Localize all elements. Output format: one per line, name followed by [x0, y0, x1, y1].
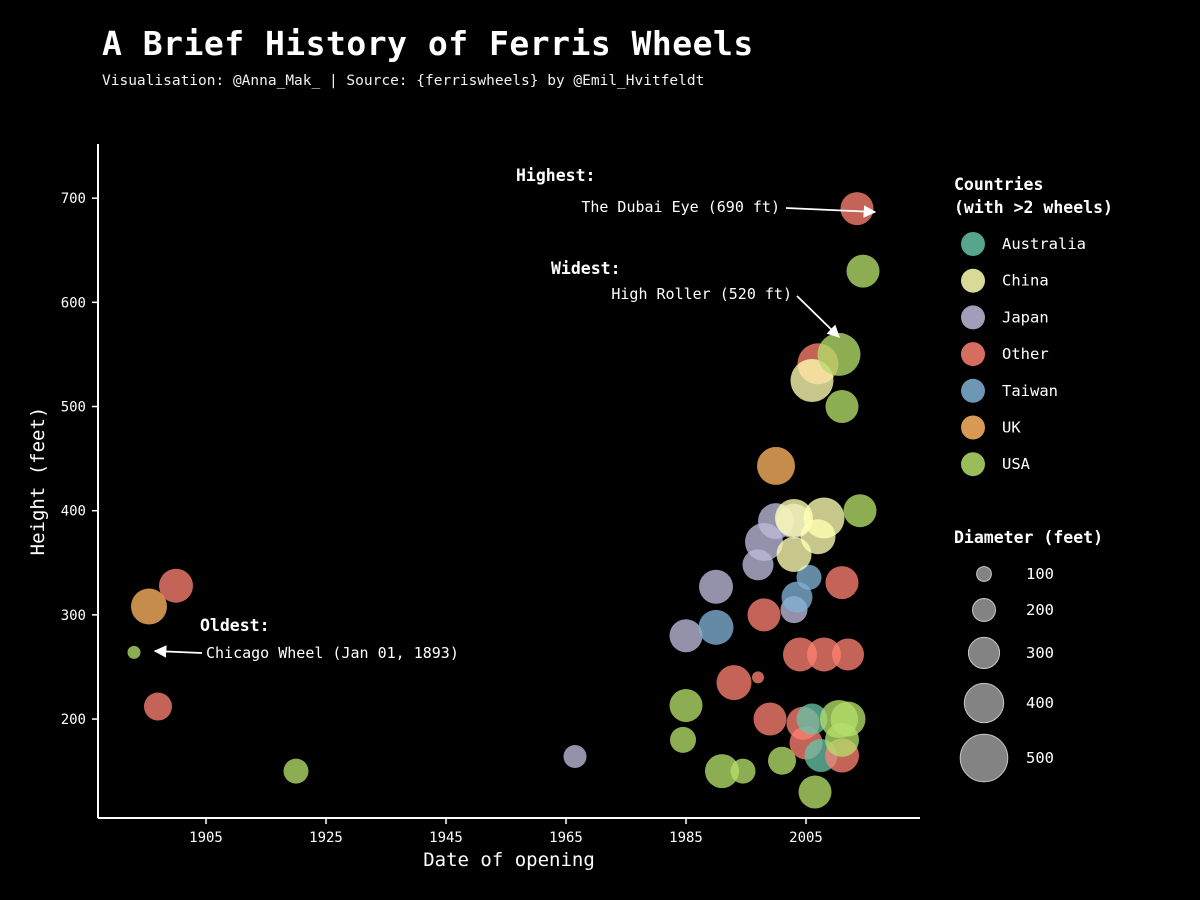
data-point-36 [807, 637, 841, 672]
legend-swatch-0 [961, 232, 985, 256]
y-tick-label-3: 500 [61, 400, 86, 416]
legend-size-label-1: 200 [1026, 601, 1054, 619]
data-point-33 [803, 497, 845, 539]
legend-size-circle-4 [959, 733, 1009, 783]
x-tick-label-3: 1965 [549, 830, 583, 846]
x-tick-label-1: 1925 [309, 830, 343, 846]
legend-swatch-4 [961, 378, 985, 403]
legend-size-circle-0 [976, 566, 992, 582]
legend-swatch-2 [961, 305, 985, 330]
y-axis-title: Height (feet) [27, 407, 49, 556]
legend-swatch-3 [961, 342, 985, 367]
x-axis-title: Date of opening [423, 849, 595, 871]
data-point-7 [669, 688, 703, 722]
scatter-chart: 1905 1925 1945 1965 1985 2005 200 300 400 500 600… [27, 144, 1113, 871]
legend-swatch-6 [961, 452, 985, 477]
data-points [127, 192, 880, 809]
legend-size-entries: 100 200 300 400 500 [959, 565, 1054, 783]
legend-size-circle-2 [967, 636, 1001, 670]
legend-label-6: USA [1002, 455, 1031, 473]
data-point-14 [752, 671, 764, 684]
y-tick-label-5: 700 [61, 191, 86, 207]
legend-label-5: UK [1002, 419, 1021, 437]
annotation-oldest-title: Oldest: [200, 616, 270, 635]
y-axis-ticks: 200 300 400 500 600 700 [61, 191, 98, 728]
annotation-oldest-text: Chicago Wheel (Jan 01, 1893) [206, 644, 459, 662]
legend-color-title-line2: (with >2 wheels) [954, 198, 1113, 217]
legend-size-circle-3 [963, 682, 1005, 724]
data-point-49 [840, 192, 874, 226]
annotation-highest-arrow [785, 205, 877, 218]
legend-color-entries: Australia China Japan Other Taiwan UK USA [961, 232, 1086, 477]
data-point-11 [705, 754, 739, 789]
data-point-29 [796, 703, 828, 735]
legend-label-1: China [1002, 272, 1049, 290]
chart-title: A Brief History of Ferris Wheels [102, 24, 754, 63]
data-point-1 [131, 588, 167, 625]
y-tick-label-1: 300 [61, 608, 86, 624]
legend-size-label-4: 500 [1026, 749, 1054, 767]
legend-label-3: Other [1002, 345, 1049, 363]
annotation-widest-arrow [796, 295, 840, 338]
data-point-9 [699, 569, 733, 604]
legend-size-label-0: 100 [1026, 565, 1054, 583]
data-point-4 [283, 758, 309, 784]
legend-size-circle-1 [972, 598, 996, 622]
x-tick-label-2: 1945 [429, 830, 463, 846]
data-point-47 [817, 332, 861, 376]
legend-size-label-2: 300 [1026, 644, 1054, 662]
legend-label-0: Australia [1002, 235, 1086, 253]
y-tick-label-2: 400 [61, 504, 86, 520]
x-axis-ticks: 1905 1925 1945 1965 1985 2005 [189, 818, 823, 846]
legend-swatch-1 [961, 268, 985, 293]
annotation-highest-title: Highest: [516, 166, 595, 185]
data-point-18 [757, 446, 795, 485]
data-point-10 [698, 609, 734, 645]
legend-label-4: Taiwan [1002, 382, 1058, 400]
annotation-highest-text: The Dubai Eye (690 ft) [581, 198, 780, 216]
annotation-oldest-arrow [153, 645, 203, 658]
legend-color-title-line1: Countries [954, 175, 1043, 194]
data-point-31 [776, 536, 812, 572]
chart-subtitle: Visualisation: @Anna_Mak_ | Source: {fer… [102, 73, 705, 89]
data-point-45 [843, 494, 877, 528]
legend: Countries (with >2 wheels) Australia Chin… [954, 175, 1113, 783]
legend-swatch-5 [961, 415, 985, 440]
data-point-46 [825, 390, 859, 424]
data-point-44 [825, 566, 859, 600]
data-point-0 [127, 645, 141, 659]
data-point-35 [798, 775, 832, 809]
data-point-3 [159, 568, 193, 603]
annotation-widest-text: High Roller (520 ft) [611, 285, 792, 303]
data-point-48 [846, 254, 880, 288]
data-point-8 [669, 619, 703, 653]
chart-page: A Brief History of Ferris Wheels Visuali… [4, 4, 1196, 896]
data-point-37 [832, 638, 864, 671]
data-point-17 [753, 702, 787, 736]
data-point-6 [670, 726, 696, 753]
data-point-16 [747, 598, 781, 632]
y-tick-label-0: 200 [61, 712, 86, 728]
x-tick-label-4: 1985 [669, 830, 703, 846]
data-point-19 [768, 746, 796, 775]
legend-size-label-3: 400 [1026, 694, 1054, 712]
data-point-5 [563, 745, 587, 769]
data-point-24 [781, 581, 813, 613]
data-point-43 [790, 358, 834, 402]
data-point-13 [716, 665, 752, 701]
annotations: Highest: The Dubai Eye (690 ft) Widest: … [153, 166, 877, 662]
annotation-widest-title: Widest: [551, 259, 621, 278]
data-point-41 [825, 722, 859, 757]
x-tick-label-5: 2005 [789, 830, 823, 846]
legend-size-title: Diameter (feet) [954, 528, 1103, 547]
data-point-28 [796, 564, 822, 590]
x-tick-label-0: 1905 [189, 830, 223, 846]
axes: 1905 1925 1945 1965 1985 2005 200 300 400 500 600… [27, 144, 920, 871]
data-point-25 [783, 637, 817, 672]
y-tick-label-4: 600 [61, 295, 86, 311]
data-point-2 [144, 692, 172, 721]
data-point-12 [730, 758, 756, 784]
legend-label-2: Japan [1002, 308, 1049, 326]
